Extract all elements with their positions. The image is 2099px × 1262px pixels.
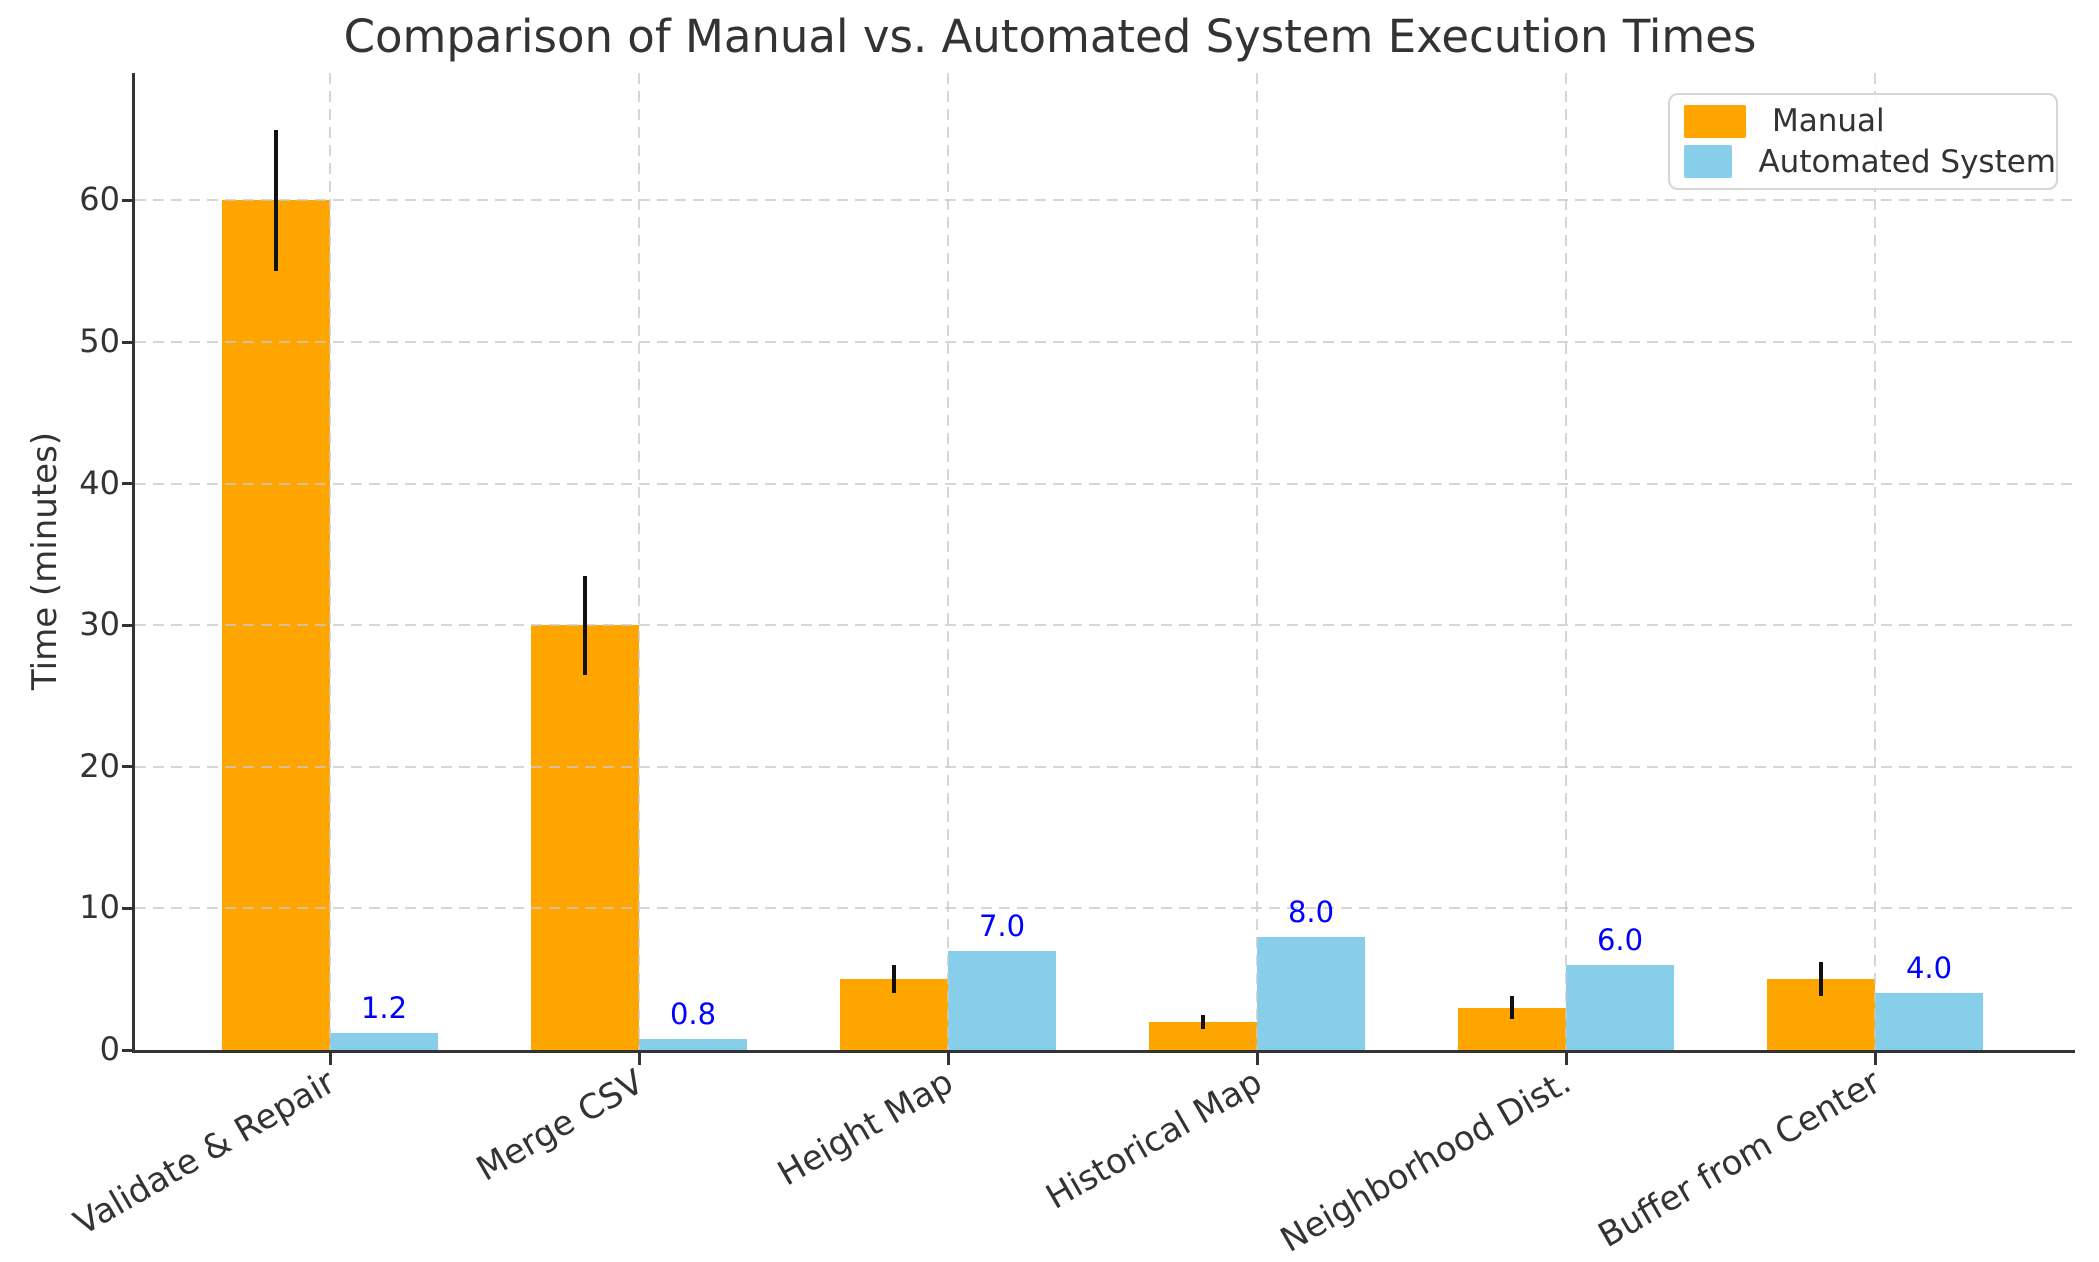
legend-label-automated: Automated System (1758, 143, 2056, 180)
error-bar (274, 129, 278, 272)
bar-automated (1257, 936, 1365, 1050)
bar-automated (1875, 993, 1983, 1050)
value-label: 6.0 (1596, 923, 1644, 958)
bar-automated (1566, 965, 1674, 1050)
y-tick-label: 40 (79, 463, 120, 502)
value-label: 8.0 (1287, 894, 1335, 929)
chart-title: Comparison of Manual vs. Automated Syste… (343, 10, 1757, 63)
legend-item-automated: Automated System (1670, 144, 2056, 180)
gridline-h (135, 341, 2075, 344)
x-tick (1255, 1053, 1259, 1065)
y-tick (122, 623, 133, 627)
error-bar (1201, 1014, 1205, 1029)
y-axis-spine (132, 73, 135, 1053)
y-tick (122, 198, 133, 202)
gridline-v (1256, 73, 1258, 1050)
x-tick (1564, 1053, 1568, 1065)
x-tick (328, 1053, 332, 1065)
y-tick (122, 765, 133, 769)
y-tick (122, 906, 133, 910)
bar-automated (948, 950, 1056, 1050)
gridline-v (638, 73, 640, 1050)
x-tick-label: Merge CSV (470, 1062, 651, 1190)
error-bar (892, 965, 896, 994)
value-label: 4.0 (1905, 951, 1953, 986)
x-tick-label: Historical Map (1039, 1062, 1269, 1218)
y-tick (122, 1048, 133, 1052)
x-tick (637, 1053, 641, 1065)
bar-manual (531, 625, 639, 1050)
gridline-h (135, 482, 2075, 485)
value-label: 1.2 (360, 991, 408, 1025)
gridline-h (135, 907, 2075, 910)
y-tick (122, 482, 133, 486)
x-tick (1873, 1053, 1877, 1065)
x-tick-label: Height Map (771, 1062, 960, 1195)
gridline-h (135, 624, 2075, 627)
y-axis-label: Time (minutes) (25, 431, 65, 691)
y-tick-label: 0 (99, 1030, 120, 1068)
gridline-v (1565, 73, 1567, 1050)
gridline-h (135, 199, 2075, 202)
error-bar (1510, 996, 1514, 1019)
legend-item-manual: Manual (1670, 103, 2056, 139)
x-tick-label: Neighborhood Dist. (1274, 1062, 1578, 1261)
legend-label-manual: Manual (1772, 103, 1885, 140)
gridline-v (947, 73, 949, 1050)
bar-automated (639, 1038, 747, 1050)
legend: Manual Automated System (1668, 93, 2058, 190)
y-tick-label: 60 (79, 180, 120, 219)
gridline-v (1874, 73, 1876, 1050)
y-tick-label: 30 (79, 605, 120, 644)
error-bar (1819, 962, 1823, 997)
x-tick-label: Validate & Repair (67, 1062, 342, 1244)
y-tick-label: 20 (79, 746, 120, 785)
y-tick-label: 10 (79, 888, 120, 927)
value-label: 0.8 (669, 996, 717, 1031)
error-bar (583, 575, 587, 675)
bar-automated (330, 1033, 438, 1050)
legend-swatch-automated (1684, 145, 1733, 179)
y-tick-label: 50 (79, 322, 120, 361)
x-tick-label: Buffer from Center (1591, 1062, 1887, 1256)
gridline-h (135, 765, 2075, 768)
legend-swatch-manual (1684, 104, 1746, 138)
x-tick (946, 1053, 950, 1065)
x-axis-spine (132, 1050, 2075, 1053)
y-tick (122, 340, 133, 344)
gridline-v (329, 73, 331, 1050)
value-label: 7.0 (978, 908, 1026, 943)
